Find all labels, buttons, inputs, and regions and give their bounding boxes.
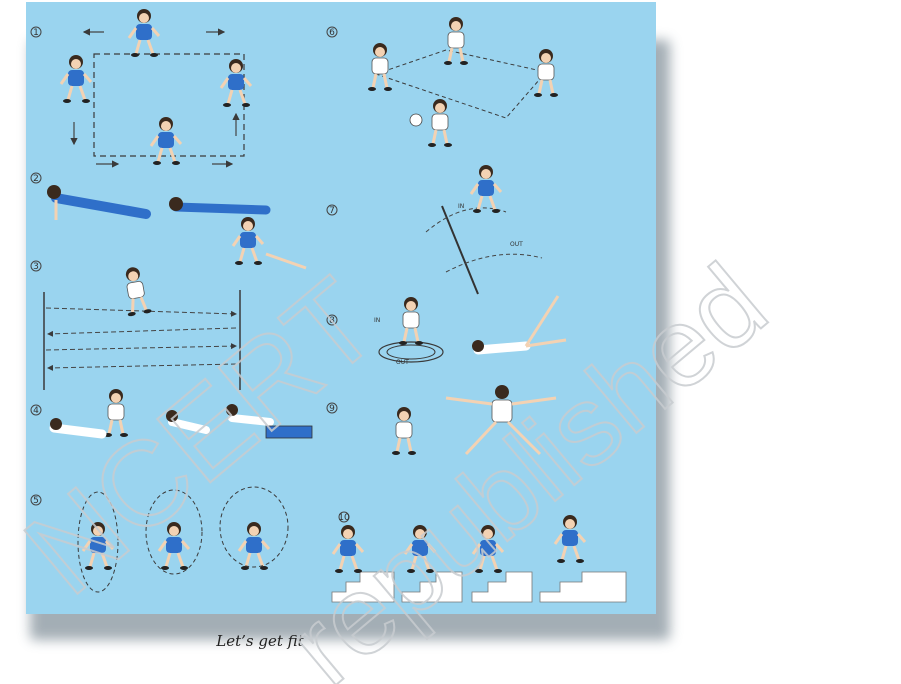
out-label-7: OUT bbox=[510, 241, 523, 248]
exercise-2-number: 2 bbox=[33, 174, 39, 184]
exercise-illustration-panel: 1 2 3 bbox=[26, 2, 656, 614]
exercise-7-number: 7 bbox=[329, 206, 335, 216]
exercise-6-number: 6 bbox=[329, 28, 335, 38]
figure-caption: Let’s get fit bbox=[216, 632, 304, 650]
exercise-illustration: 1 2 3 bbox=[30, 7, 627, 603]
exercise-8-number: 8 bbox=[329, 316, 335, 326]
exercise-5: 5 bbox=[30, 486, 289, 593]
out-label-8: OUT bbox=[396, 359, 409, 366]
exercise-6: 6 bbox=[326, 15, 560, 149]
exercise-10-number: 10 bbox=[338, 513, 350, 523]
in-label-7: IN bbox=[458, 203, 464, 210]
exercise-3: 3 bbox=[30, 260, 241, 390]
exercise-3-number: 3 bbox=[33, 262, 39, 272]
exercise-9-number: 9 bbox=[329, 404, 335, 414]
exercise-4-number: 4 bbox=[33, 406, 39, 416]
exercise-2: 2 bbox=[30, 172, 307, 270]
exercise-9: 9 bbox=[326, 385, 557, 457]
exercise-5-number: 5 bbox=[33, 496, 39, 506]
exercise-1: 1 bbox=[30, 7, 253, 168]
exercise-8: 8 IN OUT bbox=[326, 295, 567, 366]
exercise-7: 7 IN OUT bbox=[326, 163, 543, 295]
in-label-8: IN bbox=[374, 317, 380, 324]
exercise-1-number: 1 bbox=[33, 28, 39, 38]
exercise-4: 4 bbox=[30, 387, 313, 439]
exercise-10: 10 bbox=[331, 511, 627, 603]
